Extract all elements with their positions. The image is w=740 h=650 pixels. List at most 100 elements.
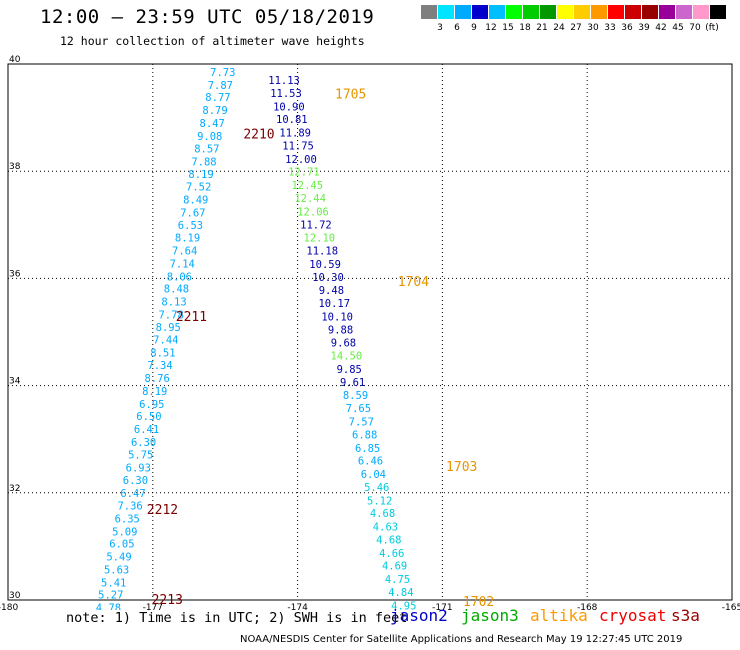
wave-height-value: 4.78 [96, 603, 121, 610]
wave-height-value: 5.09 [112, 526, 137, 538]
wave-height-value: 11.13 [268, 75, 300, 87]
wave-height-value: 12.00 [285, 154, 317, 166]
color-scale-cell [455, 5, 472, 19]
y-tick-label: 38 [9, 162, 21, 172]
wave-height-value: 8.95 [156, 322, 181, 334]
wave-height-value: 12.45 [291, 180, 323, 192]
wave-height-value: 6.88 [352, 429, 377, 441]
wave-height-value: 7.67 [180, 207, 205, 219]
wave-height-value: 11.72 [300, 219, 332, 231]
color-scale-label: 15 [502, 23, 514, 33]
credit-line: NOAA/NESDIS Center for Satellite Applica… [240, 634, 683, 645]
wave-height-value: 8.13 [161, 296, 186, 308]
legend-item-altika: altika [530, 606, 588, 625]
legend-item-cryosat: cryosat [599, 606, 667, 625]
pass-id-label: 2211 [176, 310, 207, 325]
wave-height-value: 11.18 [306, 246, 338, 258]
wave-height-value: 9.61 [340, 377, 365, 389]
wave-height-value: 6.30 [131, 437, 156, 449]
color-scale-cell [557, 5, 574, 19]
wave-height-value: 5.27 [98, 590, 123, 602]
color-scale-label: (ft) [705, 23, 719, 33]
wave-height-value: 6.47 [120, 488, 145, 500]
wave-height-value: 5.75 [128, 450, 153, 462]
pass-id-label: 1703 [446, 460, 477, 475]
wave-height-value: 6.30 [123, 475, 148, 487]
wave-height-value: 7.44 [153, 335, 178, 347]
wave-height-value: 12.06 [297, 206, 329, 218]
pass-id-label: 2213 [152, 593, 183, 608]
wave-height-value: 10.81 [276, 114, 308, 126]
wave-height-value: 6.41 [134, 424, 159, 436]
wave-height-value: 5.46 [364, 482, 389, 494]
color-scale-label: 12 [485, 23, 497, 33]
wave-height-value: 10.59 [309, 259, 341, 271]
legend-item-s3a: s3a [671, 606, 700, 625]
wave-height-value: 4.66 [379, 548, 404, 560]
wave-height-value: 8.19 [188, 169, 213, 181]
color-scale-cell [489, 5, 506, 19]
color-scale-cell [523, 5, 540, 19]
wave-height-value: 8.48 [164, 284, 189, 296]
x-tick-label: -180 [0, 603, 18, 610]
pass-id-label: 1705 [335, 87, 366, 102]
wave-height-value: 6.50 [136, 411, 161, 423]
color-scale-cell [625, 5, 642, 19]
color-scale-label: 39 [638, 23, 650, 33]
color-scale-cell [574, 5, 591, 19]
wave-height-value: 10.90 [273, 101, 305, 113]
wave-height-value: 12.71 [288, 167, 320, 179]
wave-height-value: 4.69 [382, 561, 407, 573]
wave-height-value: 10.30 [312, 272, 344, 284]
wave-height-map: -180 -177 -174 -171 -168 -165 30 32 34 36 38 40 7.73… [0, 55, 740, 610]
pass-id-label: 2212 [147, 503, 178, 518]
color-scale-label: 33 [604, 23, 616, 33]
color-scale-label: 9 [471, 23, 477, 33]
wave-height-value: 7.73 [210, 67, 235, 79]
y-tick-label: 30 [9, 591, 21, 601]
wave-height-value: 10.10 [321, 311, 353, 323]
wave-height-value: 8.77 [205, 92, 230, 104]
color-scale-label: 45 [672, 23, 684, 33]
pass-id-label: 1702 [463, 595, 494, 610]
wave-height-value: 7.34 [147, 360, 172, 372]
wave-height-value: 6.93 [126, 463, 151, 475]
wave-height-value: 12.44 [294, 193, 326, 205]
x-tick-label: -174 [287, 603, 308, 610]
wave-height-value: 9.48 [319, 285, 344, 297]
wave-height-value: 7.52 [186, 182, 211, 194]
color-scale-label: 24 [553, 23, 565, 33]
footnote: note: 1) Time is in UTC; 2) SWH is in fe… [66, 610, 408, 626]
plot-frame [7, 63, 733, 601]
y-tick-label: 34 [9, 377, 21, 387]
color-scale-label: 6 [454, 23, 460, 33]
chart-subtitle: 12 hour collection of altimeter wave hei… [60, 34, 365, 48]
wave-height-value: 11.89 [279, 128, 311, 140]
wave-height-value: 7.64 [172, 246, 197, 258]
wave-height-value: 4.84 [388, 587, 413, 599]
y-tick-label: 32 [9, 484, 20, 494]
wave-height-value: 6.53 [178, 220, 203, 232]
color-scale-label: 18 [519, 23, 531, 33]
wave-height-value: 8.19 [142, 386, 167, 398]
wave-height-value: 6.46 [358, 456, 383, 468]
wave-height-value: 4.68 [370, 508, 395, 520]
legend-item-jason2: jason2 [390, 606, 448, 625]
wave-height-value: 7.36 [117, 501, 142, 513]
pass-id-label: 2210 [243, 128, 274, 143]
y-tick-label: 40 [9, 55, 21, 65]
wave-height-value: 14.50 [331, 351, 363, 363]
wave-height-value: 10.17 [318, 298, 350, 310]
color-scale-cell [710, 5, 727, 19]
color-scale-cell [676, 5, 693, 19]
wave-height-value: 8.79 [202, 105, 227, 117]
color-scale-cell [472, 5, 489, 19]
color-scale-label: 3 [437, 23, 443, 33]
wave-height-value: 8.51 [150, 347, 175, 359]
x-tick-label: -171 [432, 603, 452, 610]
wave-height-value: 4.95 [391, 600, 416, 610]
color-scale-label: 70 [689, 23, 701, 33]
wave-height-value: 5.49 [106, 552, 131, 564]
color-scale-label: 36 [621, 23, 633, 33]
wave-height-value: 8.59 [343, 390, 368, 402]
